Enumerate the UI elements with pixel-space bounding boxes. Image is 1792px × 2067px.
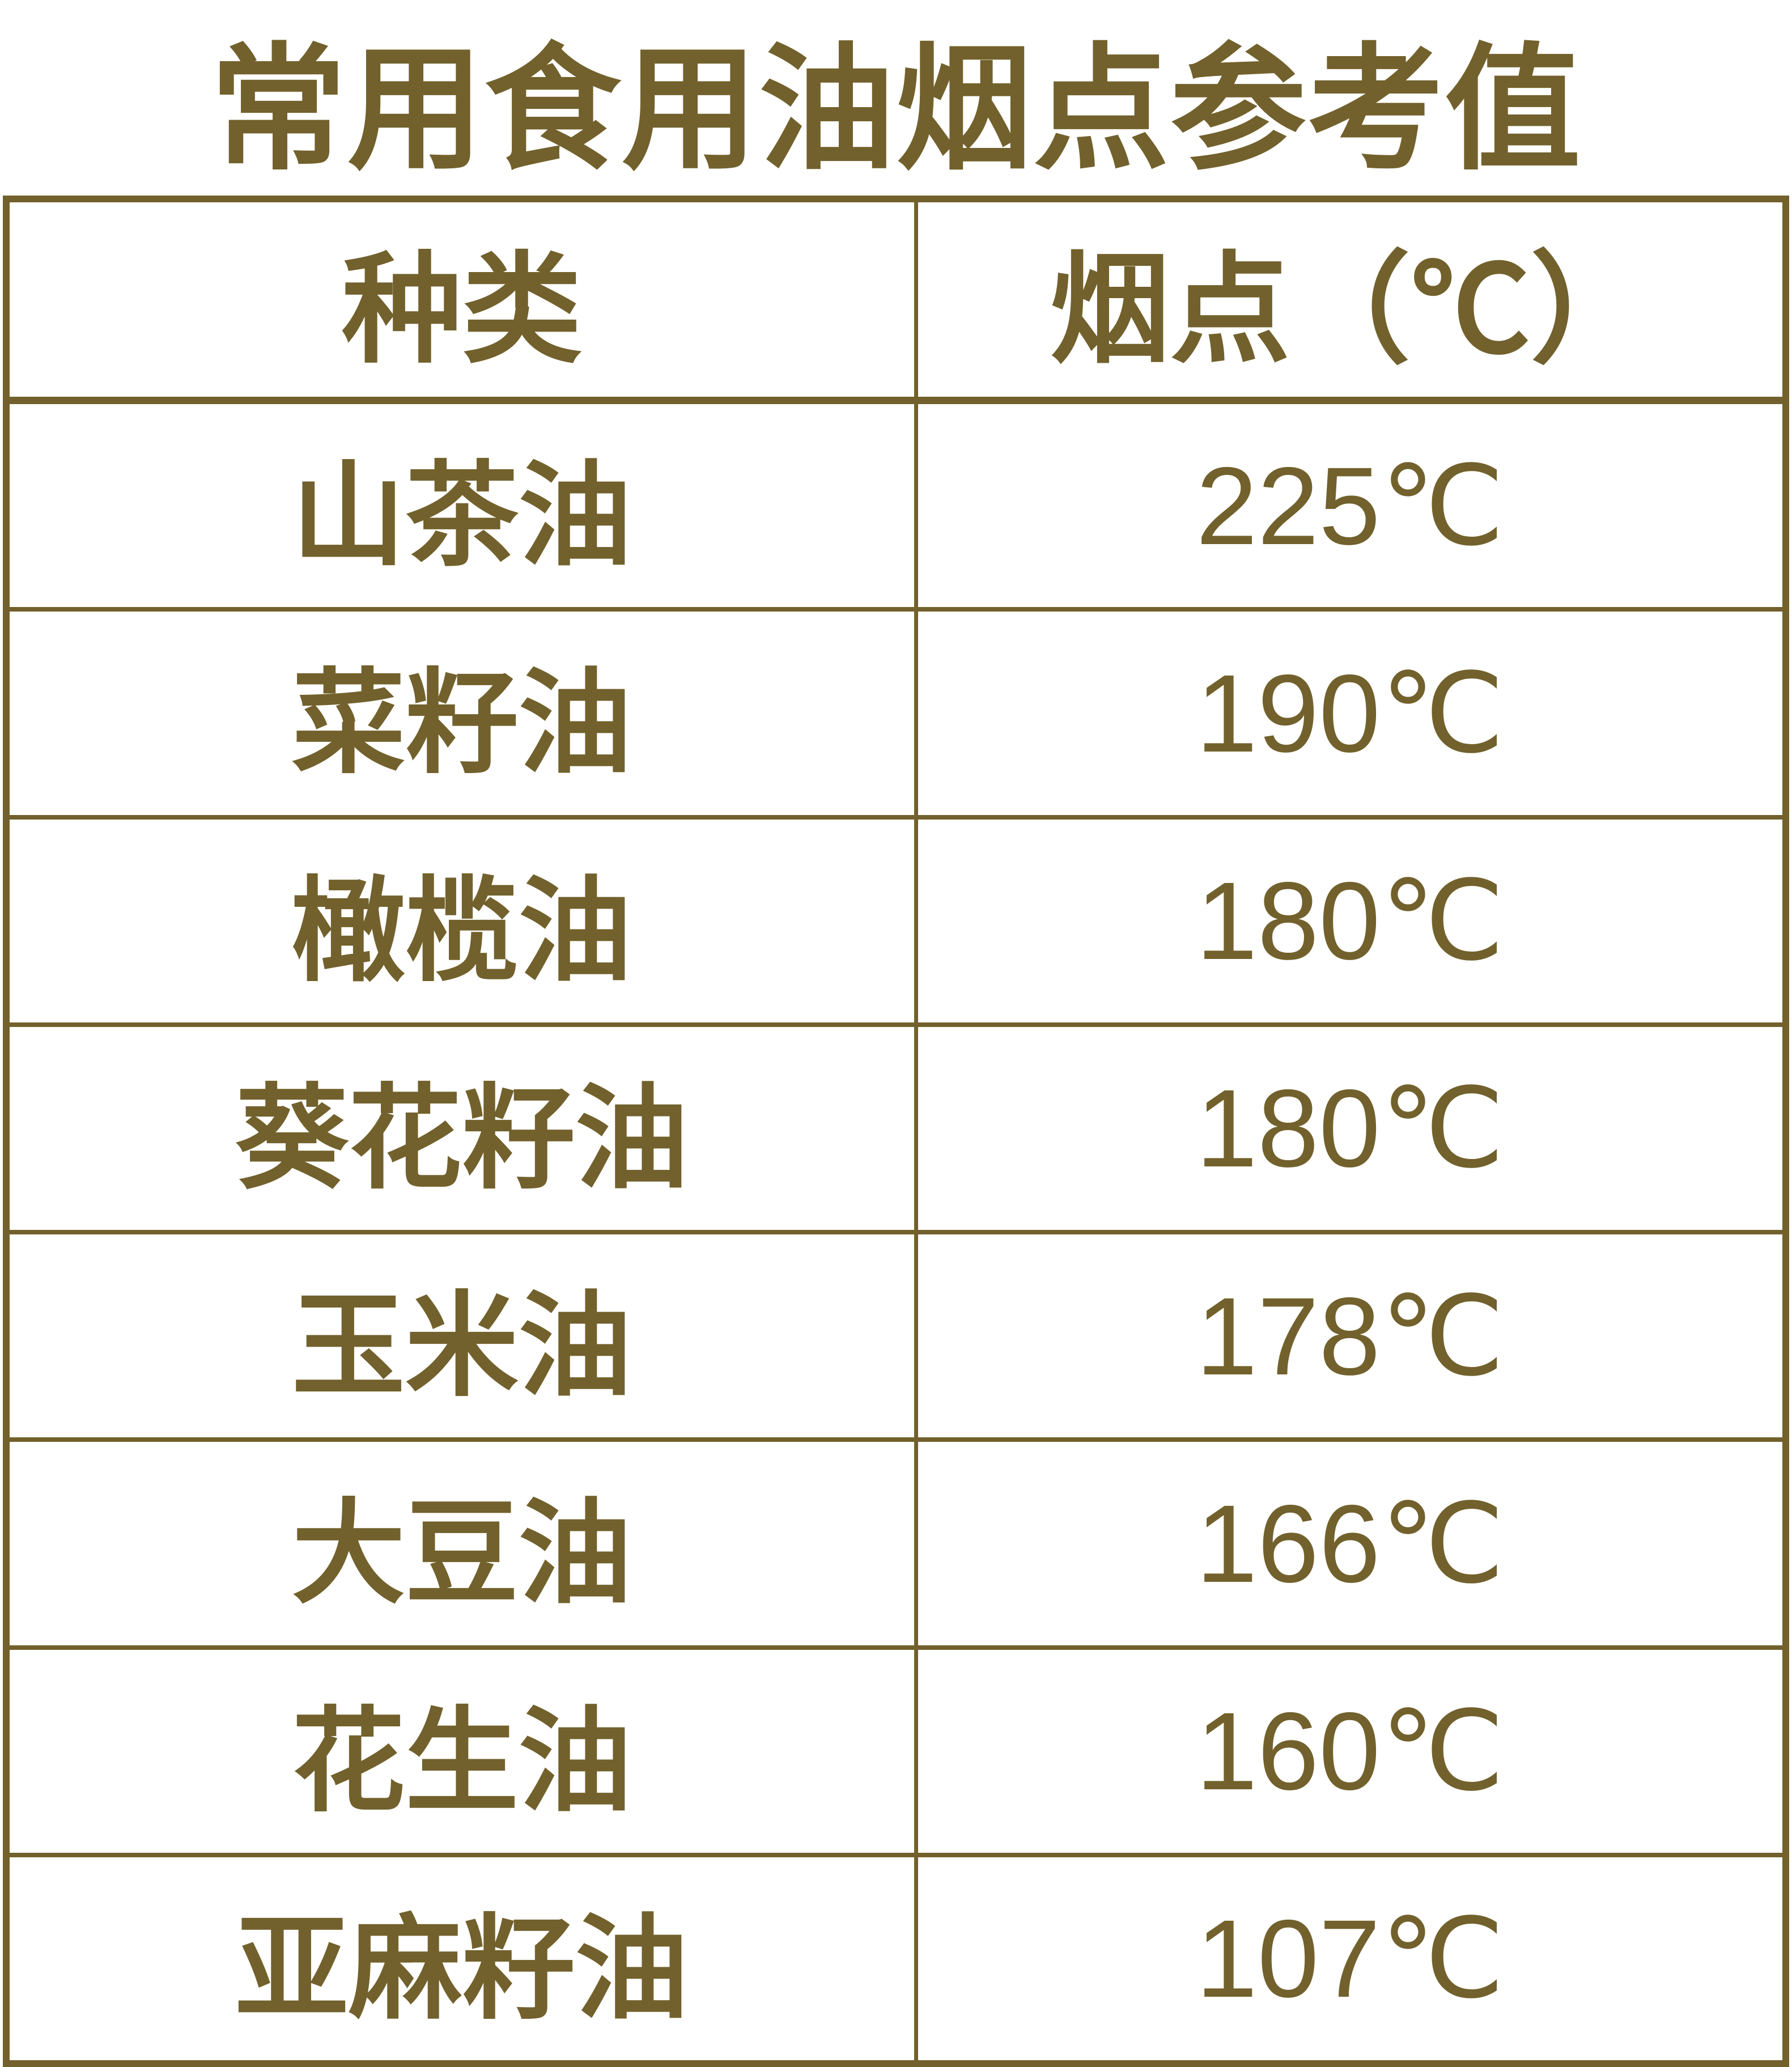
table-row: 玉米油 178℃ <box>10 1234 1782 1442</box>
smoke-point-cell: 160℃ <box>1196 1690 1505 1814</box>
table-row: 亚麻籽油 107℃ <box>10 1857 1782 2060</box>
smoke-point-cell: 178℃ <box>1196 1274 1505 1398</box>
oil-type-cell: 花生油 <box>10 1649 918 1853</box>
oil-type-cell: 葵花籽油 <box>10 1026 918 1230</box>
table-row: 葵花籽油 180℃ <box>10 1026 1782 1234</box>
smoke-point-cell: 107℃ <box>1196 1897 1505 2021</box>
table-row: 橄榄油 180℃ <box>10 819 1782 1027</box>
table-row: 菜籽油 190℃ <box>10 612 1782 820</box>
smoke-point-cell: 166℃ <box>1196 1482 1505 1606</box>
smoke-point-cell: 180℃ <box>1196 1067 1505 1191</box>
smoke-point-cell: 225℃ <box>1196 444 1505 568</box>
smoke-point-table: 种类 烟点（℃） 山茶油 225℃ 菜籽油 190℃ 橄榄油 180℃ 葵花籽油… <box>3 196 1789 2067</box>
column-header-smoke-point: 烟点（℃） <box>1050 243 1651 377</box>
oil-type-cell: 橄榄油 <box>10 819 918 1022</box>
table-row: 山茶油 225℃ <box>10 404 1782 612</box>
oil-type-cell: 玉米油 <box>10 1234 918 1438</box>
oil-type-cell: 大豆油 <box>10 1442 918 1645</box>
oil-type-cell: 菜籽油 <box>10 612 918 815</box>
page-title: 常用食用油烟点参考值 <box>210 33 1582 185</box>
table-header-row: 种类 烟点（℃） <box>10 202 1782 404</box>
table-row: 大豆油 166℃ <box>10 1442 1782 1650</box>
oil-type-cell: 亚麻籽油 <box>10 1857 918 2060</box>
column-header-oil-type: 种类 <box>10 202 918 397</box>
smoke-point-cell: 180℃ <box>1196 859 1505 983</box>
smoke-point-cell: 190℃ <box>1196 651 1505 775</box>
oil-type-cell: 山茶油 <box>10 404 918 608</box>
table-row: 花生油 160℃ <box>10 1649 1782 1857</box>
